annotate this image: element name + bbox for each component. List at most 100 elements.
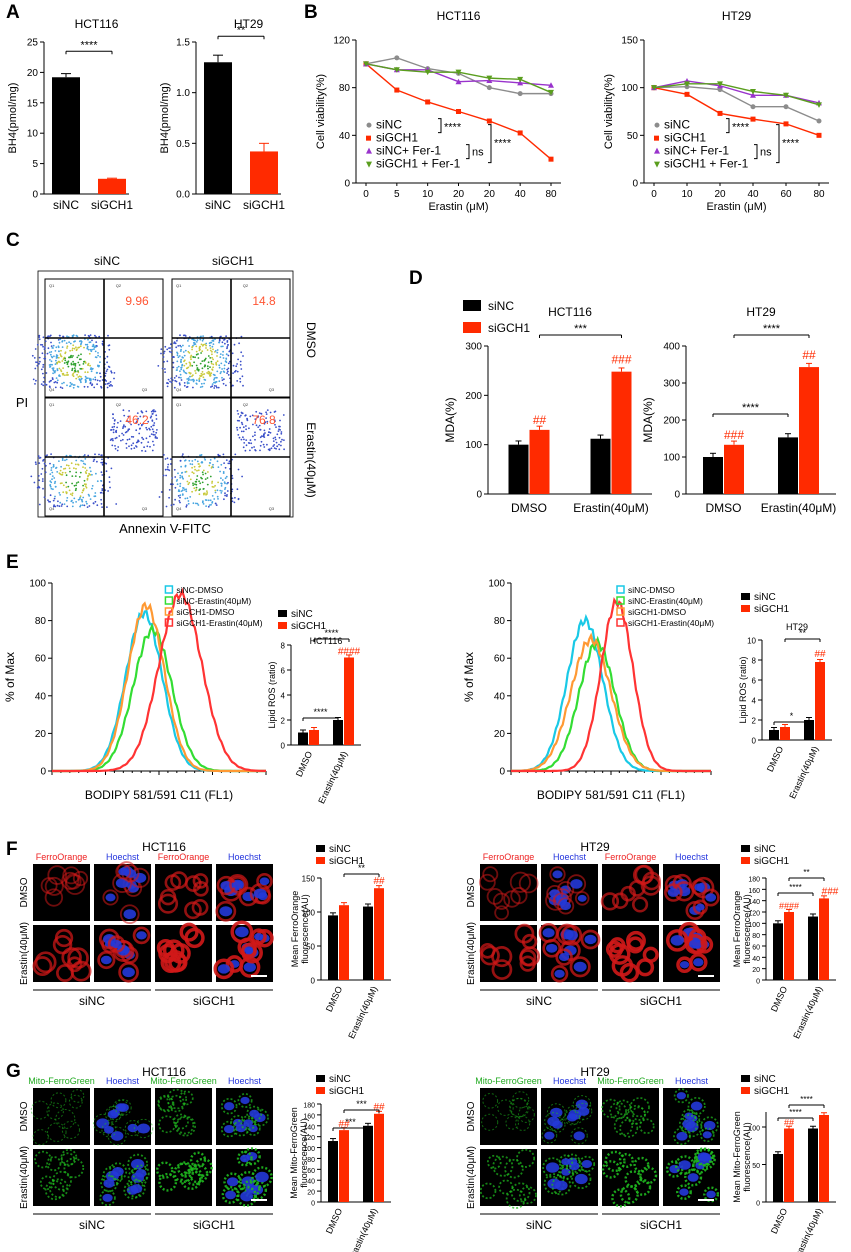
- y-tick-label: 0: [632, 179, 638, 190]
- flow-dot: [75, 459, 78, 462]
- row-label: Erastin(40μM): [19, 922, 30, 985]
- flow-dot: [212, 466, 215, 469]
- flow-dot: [240, 430, 243, 433]
- flow-dot: [121, 432, 123, 435]
- flow-dot: [88, 352, 91, 355]
- nucleus: [104, 1126, 114, 1134]
- nucleus: [568, 1161, 580, 1171]
- flow-dot: [275, 447, 277, 450]
- bar-G4-0-1: [784, 1128, 794, 1202]
- stain-label: Hoechst: [675, 1076, 709, 1086]
- bar-A1-siNC: [52, 77, 80, 194]
- flow-dot: [84, 467, 87, 469]
- nucleus: [697, 1152, 710, 1162]
- flow-dot: [198, 380, 201, 383]
- flow-dot: [122, 425, 125, 428]
- flow-dot: [88, 335, 91, 338]
- chart-title: HCT116: [75, 17, 119, 31]
- cell-outline: [619, 1185, 639, 1205]
- flow-dot: [149, 416, 152, 419]
- sig-label: ****: [763, 323, 781, 335]
- flow-dot: [272, 440, 275, 442]
- flow-dot: [96, 460, 98, 463]
- flow-dot: [176, 367, 179, 369]
- flow-dot: [77, 354, 80, 357]
- y-tick-label: 40: [307, 1179, 315, 1186]
- flow-dot: [273, 447, 276, 449]
- flow-dot: [274, 436, 277, 439]
- flow-dot: [197, 357, 200, 359]
- flow-dot: [41, 478, 44, 480]
- cell-outline: [61, 871, 80, 890]
- flow-dot: [115, 503, 118, 505]
- flow-dot: [80, 342, 83, 345]
- y-tick-label: 4: [752, 697, 757, 706]
- flow-dot: [206, 372, 209, 374]
- column-label: siGCH1: [193, 1218, 235, 1232]
- flow-dot: [225, 459, 228, 461]
- flow-dot: [36, 343, 39, 346]
- bar-G3-1-0: [363, 1125, 373, 1202]
- flow-dot: [71, 492, 74, 495]
- point-B2-1-5: [816, 132, 822, 138]
- sig-label: ****: [313, 707, 328, 717]
- flow-dot: [61, 346, 64, 348]
- x-tick-label: Erastin(40μM): [346, 985, 379, 1041]
- flow-dot: [194, 489, 197, 492]
- flow-dot: [239, 426, 242, 429]
- flow-dot: [182, 334, 185, 337]
- flow-dot: [280, 431, 283, 433]
- flow-dot: [65, 491, 67, 493]
- nucleus: [689, 939, 701, 949]
- cell-outline: [605, 940, 624, 958]
- flow-dot: [224, 492, 226, 495]
- flow-dot: [56, 471, 59, 473]
- quadrant-code: Q4: [176, 387, 182, 392]
- flow-dot: [114, 445, 116, 447]
- flow-dot: [54, 350, 57, 352]
- flow-dot: [42, 366, 44, 368]
- flow-dot: [77, 463, 79, 466]
- bar-F4-0-1: [784, 912, 794, 980]
- sig-label: *: [790, 711, 794, 721]
- flow-dot: [98, 453, 100, 456]
- cell-outline: [158, 1172, 178, 1192]
- panel-letter-D: D: [409, 268, 423, 289]
- flow-dot: [212, 463, 214, 466]
- histogram-curve-E1-3: [52, 587, 266, 773]
- flow-dot: [182, 351, 185, 353]
- flow-dot: [243, 442, 246, 444]
- flow-dot: [100, 503, 103, 505]
- flow-dot: [182, 344, 184, 347]
- flow-dot: [58, 492, 61, 494]
- flow-dot: [219, 356, 222, 359]
- chart-title: HT29: [786, 622, 808, 632]
- flow-dot: [154, 410, 157, 413]
- flow-dot: [207, 471, 209, 473]
- legend-swatch: [741, 593, 750, 600]
- flow-dot: [228, 460, 231, 463]
- cell-outline: [46, 1102, 64, 1120]
- flow-dot: [110, 429, 113, 431]
- nucleus: [687, 1173, 699, 1182]
- flow-dot: [61, 503, 64, 506]
- stain-label: Mito-FerroGreen: [475, 1076, 542, 1086]
- flow-dot: [226, 341, 229, 343]
- flow-dot: [220, 362, 223, 365]
- flow-dot: [211, 356, 214, 359]
- cell-outline: [699, 1127, 715, 1143]
- stain-label: Hoechst: [106, 852, 140, 862]
- flow-dot: [240, 421, 243, 424]
- stain-label: FerroOrange: [158, 852, 210, 862]
- flow-dot: [181, 356, 184, 358]
- y-tick-label: 20: [494, 729, 506, 740]
- flow-dot: [203, 373, 206, 375]
- flow-dot: [231, 352, 234, 355]
- flow-dot: [170, 351, 173, 354]
- legend-swatch: [616, 618, 625, 627]
- y-tick-label: 8: [752, 657, 757, 666]
- cell-outline: [225, 955, 244, 973]
- stain-label: Hoechst: [228, 1076, 262, 1086]
- flow-dot: [99, 375, 102, 378]
- flow-dot: [191, 490, 194, 493]
